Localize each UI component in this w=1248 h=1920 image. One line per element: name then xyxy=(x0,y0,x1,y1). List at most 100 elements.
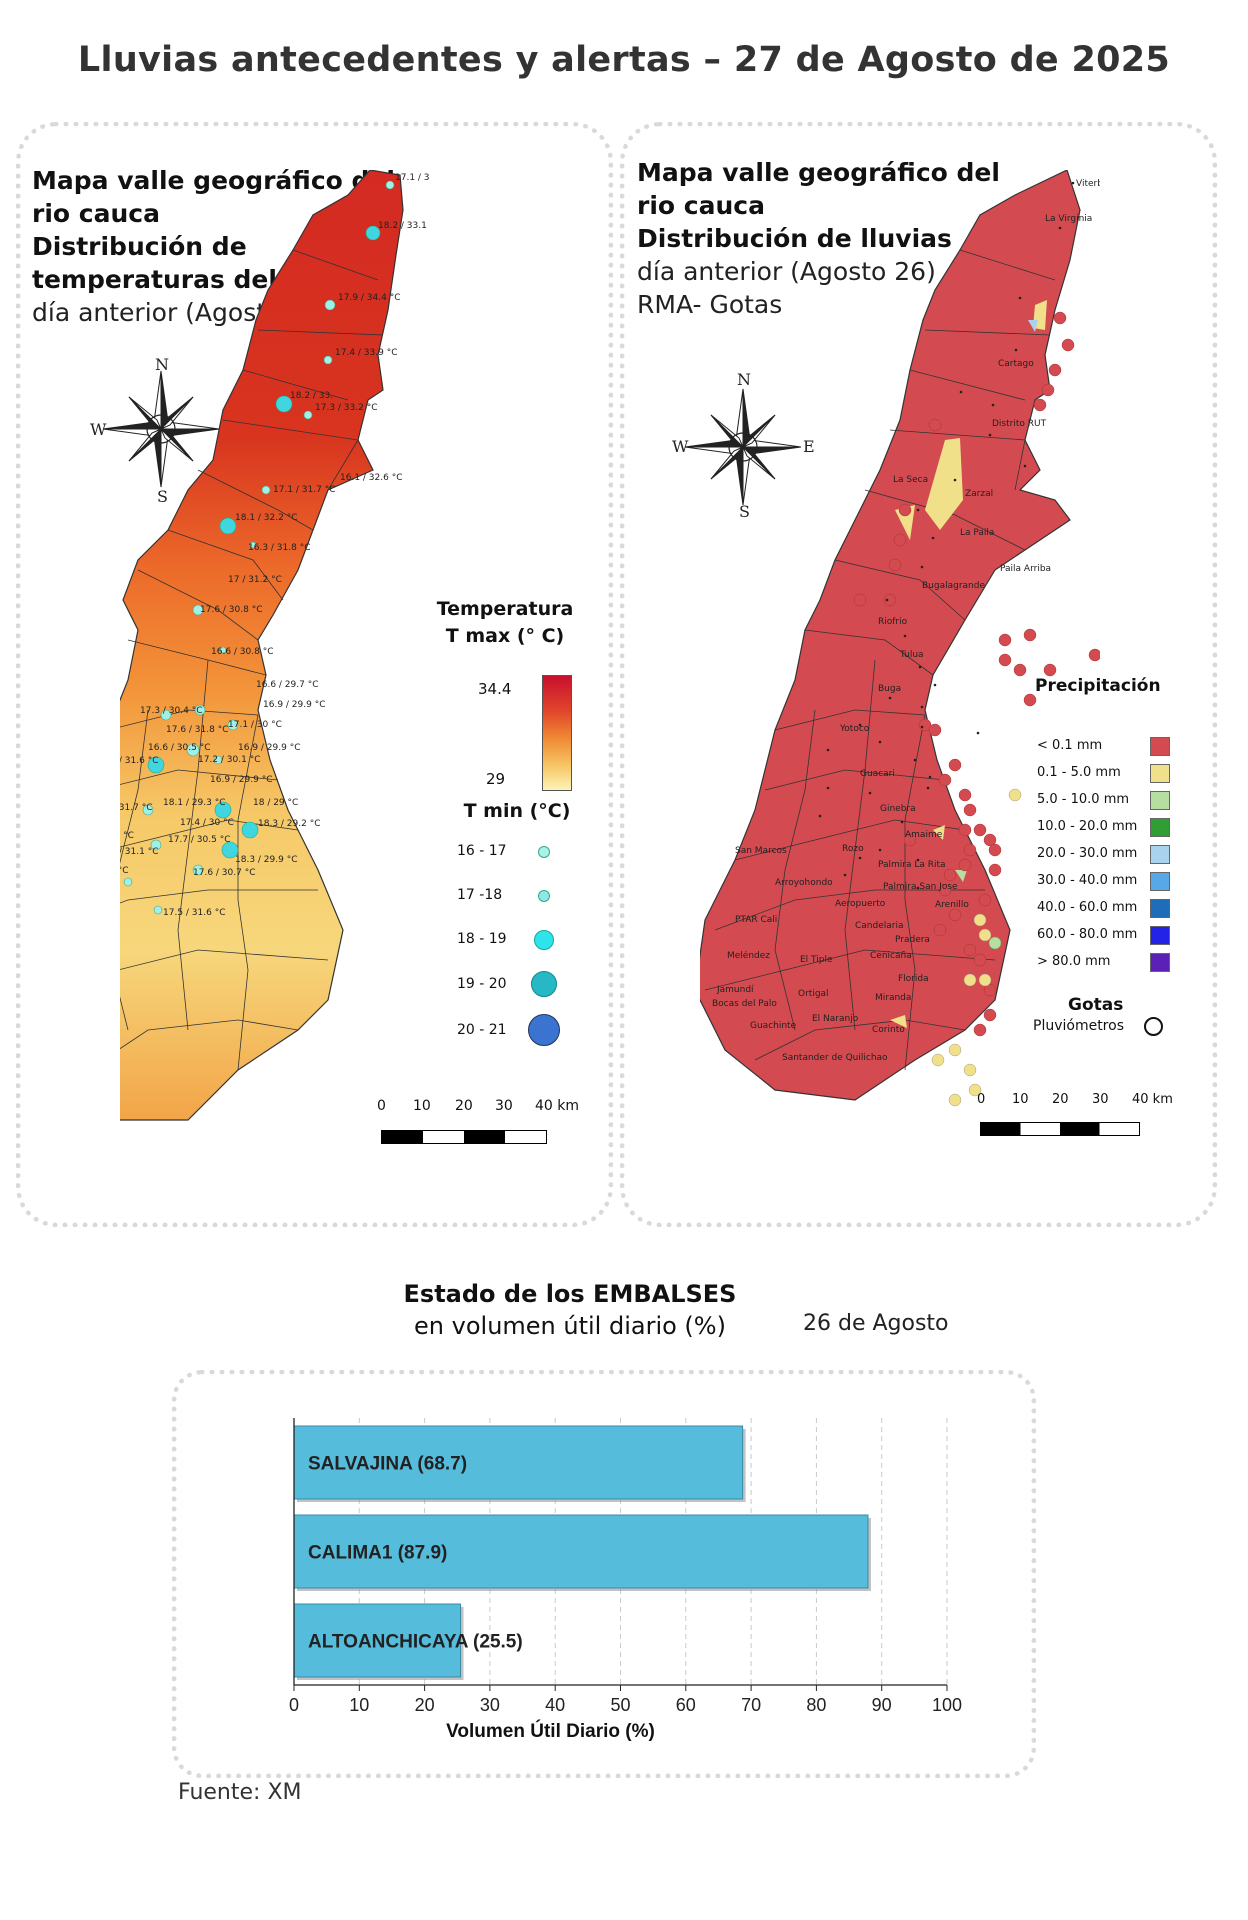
precip-class-label: > 80.0 mm xyxy=(1037,954,1111,969)
svg-text:18 / 31.9 °C: 18 / 31.9 °C xyxy=(120,831,134,841)
svg-text:17.3 / 33.2 °C: 17.3 / 33.2 °C xyxy=(315,403,377,413)
compass-n: N xyxy=(155,355,169,374)
svg-text:17.1 / 31.7 °C: 17.1 / 31.7 °C xyxy=(273,485,335,495)
rain-map: Viterbo La Virginia Cartago Distrito RUT… xyxy=(700,170,1100,1107)
scale-tick-10: 10 xyxy=(413,1098,431,1114)
temperature-map-panel xyxy=(16,122,613,1227)
rain-map-title: Mapa valle geográfico del rio cauca Dist… xyxy=(637,158,1000,319)
svg-text:El Naranjo: El Naranjo xyxy=(812,1014,859,1024)
x-tick-label: 100 xyxy=(932,1695,962,1715)
svg-text:17.6 / 31.8 °C: 17.6 / 31.8 °C xyxy=(166,725,228,735)
page-title: Lluvias antecedentes y alertas – 27 de A… xyxy=(77,40,1171,80)
svg-text:17.7 / 30.5 °C: 17.7 / 30.5 °C xyxy=(168,835,230,845)
tmin-symbol-2 xyxy=(538,890,550,902)
precip-class-swatch xyxy=(1150,791,1170,810)
tmax-colorbar xyxy=(542,675,572,791)
svg-text:18.2 / 33.1 °C: 18.2 / 33.1 °C xyxy=(378,221,430,231)
svg-text:17.1 / 30 °C: 17.1 / 30 °C xyxy=(228,720,282,730)
scale-tick-40: 40 km xyxy=(535,1098,580,1114)
x-tick-label: 10 xyxy=(349,1695,369,1715)
svg-text:18.2 / 33.: 18.2 / 33. xyxy=(290,391,333,401)
svg-text:La Seca: La Seca xyxy=(893,475,928,485)
svg-text:Distrito RUT: Distrito RUT xyxy=(992,419,1047,429)
svg-text:17.5 / 31.6 °C: 17.5 / 31.6 °C xyxy=(163,908,225,918)
svg-text:Cenicaña: Cenicaña xyxy=(870,951,912,961)
svg-text:17.1 / 33.5 °C: 17.1 / 33.5 °C xyxy=(395,173,430,183)
svg-text:17.6 / 30.7 °C: 17.6 / 30.7 °C xyxy=(193,868,255,878)
svg-text:Ortigal: Ortigal xyxy=(798,989,829,999)
precip-class-label: 30.0 - 40.0 mm xyxy=(1037,873,1138,888)
reservoirs-subtitle: en volumen útil diario (%) xyxy=(414,1312,726,1340)
svg-text:18.1 / 29.3 °C: 18.1 / 29.3 °C xyxy=(163,798,225,808)
scale-tick-40: 40 km xyxy=(1132,1092,1173,1107)
svg-text:17.3 / 30.4 °C: 17.3 / 30.4 °C xyxy=(140,706,202,716)
precip-class-swatch xyxy=(1150,845,1170,864)
tmin-class-4: 19 - 20 xyxy=(457,976,507,992)
compass-e: E xyxy=(803,437,815,456)
tmin-class-1: 16 - 17 xyxy=(457,843,507,859)
bar xyxy=(293,1603,462,1678)
precip-class-swatch xyxy=(1150,953,1170,972)
tmin-symbol-4 xyxy=(531,971,557,997)
scale-tick-20: 20 xyxy=(1052,1092,1069,1107)
svg-text:Bocas del Palo: Bocas del Palo xyxy=(712,999,777,1009)
source-label: Fuente: XM xyxy=(178,1780,302,1805)
precip-class-label: 10.0 - 20.0 mm xyxy=(1037,819,1138,834)
precip-class-swatch xyxy=(1150,818,1170,837)
tmin-legend-title: T min (°C) xyxy=(463,800,571,822)
scale-tick-0: 0 xyxy=(977,1092,986,1107)
precip-class-label: 40.0 - 60.0 mm xyxy=(1037,900,1138,915)
gotas-title: Gotas xyxy=(1068,995,1124,1015)
scale-tick-20: 20 xyxy=(455,1098,473,1114)
svg-text:Aeropuerto: Aeropuerto xyxy=(835,899,886,909)
reservoirs-chart-panel xyxy=(172,1370,1036,1778)
svg-text:Riofrio: Riofrio xyxy=(878,617,908,627)
compass-rose-icon xyxy=(684,388,802,506)
x-tick-label: 90 xyxy=(872,1695,892,1715)
svg-text:17.9 / 32.2 °C: 17.9 / 32.2 °C xyxy=(120,866,128,876)
svg-text:San Marcos: San Marcos xyxy=(735,846,787,856)
svg-text:Guachinte: Guachinte xyxy=(750,1021,797,1031)
tmin-symbol-5 xyxy=(528,1014,560,1046)
bar xyxy=(293,1514,869,1589)
reservoirs-title: Estado de los EMBALSES xyxy=(403,1280,737,1308)
precip-class-swatch xyxy=(1150,899,1170,918)
scale-tick-30: 30 xyxy=(1092,1092,1109,1107)
svg-text:17.4 / 33.9 °C: 17.4 / 33.9 °C xyxy=(335,348,397,358)
x-tick-label: 40 xyxy=(545,1695,565,1715)
svg-text:Viterbo: Viterbo xyxy=(1076,179,1100,189)
svg-text:17.9 / 34.4 °C: 17.9 / 34.4 °C xyxy=(338,293,400,303)
svg-text:El Tiple: El Tiple xyxy=(800,955,833,965)
svg-text:Arenillo: Arenillo xyxy=(935,900,969,910)
precip-class-swatch xyxy=(1150,764,1170,783)
svg-text:Pradera: Pradera xyxy=(895,935,930,945)
svg-text:Corinto: Corinto xyxy=(872,1025,905,1035)
tmax-legend-title-1: Temperatura xyxy=(436,598,574,620)
pluviometro-symbol xyxy=(1144,1017,1163,1036)
svg-text:Palmira La Rita: Palmira La Rita xyxy=(878,860,946,870)
x-tick-label: 80 xyxy=(806,1695,826,1715)
precip-class-label: 0.1 - 5.0 mm xyxy=(1037,765,1121,780)
svg-text:Candelaria: Candelaria xyxy=(855,921,904,931)
svg-text:16.9 / 29.9 °C: 16.9 / 29.9 °C xyxy=(210,775,272,785)
temperature-map: 17.1 / 33.5 °C 18.2 / 33.1 °C 17.9 / 34.… xyxy=(120,170,430,1121)
scale-tick-30: 30 xyxy=(495,1098,513,1114)
svg-text:16.3 / 31.8 °C: 16.3 / 31.8 °C xyxy=(248,543,310,553)
svg-text:Miranda: Miranda xyxy=(875,993,911,1003)
x-tick-label: 20 xyxy=(415,1695,435,1715)
svg-text:18.1 / 32.2 °C: 18.1 / 32.2 °C xyxy=(235,513,297,523)
svg-text:Rozo: Rozo xyxy=(842,844,864,854)
svg-text:Guacari: Guacari xyxy=(860,769,895,779)
svg-text:Florida: Florida xyxy=(898,974,929,984)
svg-text:18 / 29 °C: 18 / 29 °C xyxy=(253,798,298,808)
x-tick-label: 30 xyxy=(480,1695,500,1715)
rain-map-panel xyxy=(620,122,1217,1227)
compass-w: W xyxy=(90,420,107,439)
svg-text:16.6 / 29.7 °C: 16.6 / 29.7 °C xyxy=(256,680,318,690)
scale-tick-0: 0 xyxy=(377,1098,386,1114)
x-axis-label: Volumen Útil Diario (%) xyxy=(446,1720,655,1742)
tmin-class-5: 20 - 21 xyxy=(457,1022,507,1038)
reservoirs-chart: 0 10 20 30 40 50 60 70 80 90 100 SALVAJINA (68.7) CA… xyxy=(289,1418,962,1742)
scale-tick-10: 10 xyxy=(1012,1092,1029,1107)
precip-class-label: 5.0 - 10.0 mm xyxy=(1037,792,1130,807)
